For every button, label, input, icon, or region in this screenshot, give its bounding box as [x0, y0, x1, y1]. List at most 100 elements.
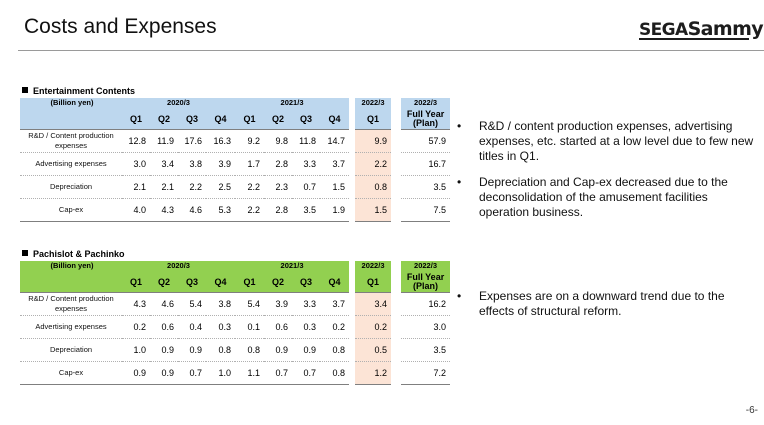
row-label: R&D / Content production expenses: [20, 129, 122, 153]
value-cell-2021: 0.7: [264, 361, 293, 385]
full-year-plan-header: Full Year (Plan): [401, 272, 451, 293]
bullet-dot-icon: •: [457, 119, 462, 133]
q-header: Q2: [150, 109, 178, 130]
header-divider: [18, 50, 764, 51]
value-cell-2021: 14.7: [320, 129, 350, 153]
q1-current-header: Q1: [355, 109, 392, 130]
value-cell-2021: 2.2: [235, 175, 265, 199]
bullet-item: • Expenses are on a downward trend due to…: [457, 289, 725, 318]
table-row: Cap-ex 4.0 4.3 4.6 5.3 2.2 2.8 3.5 1.9 1.5 7.5: [20, 198, 451, 222]
value-cell-2020: 11.9: [150, 129, 178, 153]
row-label: R&D / Content production expenses: [20, 292, 122, 316]
value-cell-2020: 5.4: [178, 292, 206, 316]
q-header: Q4: [320, 109, 350, 130]
q-header: Q1: [122, 272, 150, 293]
year-header-2021: 2021/3: [235, 261, 350, 272]
year-header-2021: 2021/3: [235, 98, 350, 109]
q-header: Q2: [264, 272, 293, 293]
q-header: Q1: [235, 109, 265, 130]
row-label: Cap-ex: [20, 198, 122, 222]
bullet-dot-icon: •: [457, 175, 462, 189]
row-label: Advertising expenses: [20, 152, 122, 176]
value-cell-2020: 3.8: [178, 152, 206, 176]
table-row: Advertising expenses 3.0 3.4 3.8 3.9 1.7 2.8 3.…: [20, 152, 451, 176]
value-cell-2021: 0.7: [292, 175, 321, 199]
value-cell-2020: 0.9: [150, 361, 178, 385]
value-cell-2020: 4.6: [178, 198, 206, 222]
value-cell-2021: 0.2: [320, 315, 350, 339]
value-cell-2021: 0.8: [320, 361, 350, 385]
q-header: Q4: [206, 109, 236, 130]
value-cell-full-year: 7.2: [401, 361, 451, 385]
year-header-2022-full: 2022/3: [401, 261, 451, 272]
value-cell-2021: 2.3: [264, 175, 293, 199]
bullet-item: • R&D / content production expenses, adve…: [457, 119, 754, 163]
value-cell-2021: 0.9: [292, 338, 321, 362]
value-cell-2020: 3.4: [150, 152, 178, 176]
value-cell-2021: 1.1: [235, 361, 265, 385]
bullet-list-entertainment: • R&D / content production expenses, adve…: [457, 119, 757, 231]
year-header-2022-full: 2022/3: [401, 98, 451, 109]
value-cell-2020: 17.6: [178, 129, 206, 153]
table-row: Advertising expenses 0.2 0.6 0.4 0.3 0.1 0.6 0.…: [20, 315, 451, 339]
square-bullet-icon: [22, 87, 28, 93]
value-cell-2020: 0.9: [178, 338, 206, 362]
bullet-list-pachislot: • Expenses are on a downward trend due to…: [457, 289, 757, 330]
row-label: Advertising expenses: [20, 315, 122, 339]
value-cell-2020: 0.4: [178, 315, 206, 339]
value-cell-2020: 0.6: [150, 315, 178, 339]
table-row: Depreciation 2.1 2.1 2.2 2.5 2.2 2.3 0.7 1.5 0.8 3…: [20, 175, 451, 199]
value-cell-2020: 2.1: [150, 175, 178, 199]
value-cell-2020: 5.3: [206, 198, 236, 222]
value-cell-2020: 1.0: [206, 361, 236, 385]
value-cell-q1-current: 0.8: [355, 175, 392, 199]
q-header: Q3: [292, 109, 321, 130]
row-label: Cap-ex: [20, 361, 122, 385]
value-cell-2020: 12.8: [122, 129, 150, 153]
value-cell-2021: 0.6: [264, 315, 293, 339]
value-cell-2021: 3.5: [292, 198, 321, 222]
value-cell-2021: 11.8: [292, 129, 321, 153]
value-cell-q1-current: 9.9: [355, 129, 392, 153]
q-header: Q3: [292, 272, 321, 293]
q-header: Q4: [320, 272, 350, 293]
logo-underline: [639, 38, 749, 40]
bullet-item: • Depreciation and Cap-ex decreased due t…: [457, 175, 728, 219]
value-cell-2020: 0.2: [122, 315, 150, 339]
value-cell-2021: 1.5: [320, 175, 350, 199]
q1-current-header: Q1: [355, 272, 392, 293]
value-cell-2020: 0.8: [206, 338, 236, 362]
q-header: Q1: [235, 272, 265, 293]
value-cell-2020: 3.8: [206, 292, 236, 316]
value-cell-2020: 2.1: [122, 175, 150, 199]
value-cell-2021: 9.2: [235, 129, 265, 153]
value-cell-2021: 9.8: [264, 129, 293, 153]
value-cell-2021: 5.4: [235, 292, 265, 316]
value-cell-2020: 0.3: [206, 315, 236, 339]
value-cell-2020: 4.3: [150, 198, 178, 222]
value-cell-full-year: 57.9: [401, 129, 451, 153]
year-header-2020: 2020/3: [122, 261, 236, 272]
logo-text-b: Sammy: [687, 18, 764, 40]
value-cell-full-year: 16.7: [401, 152, 451, 176]
value-cell-2020: 4.3: [122, 292, 150, 316]
value-cell-2021: 1.7: [235, 152, 265, 176]
value-cell-q1-current: 0.5: [355, 338, 392, 362]
q-header: Q1: [122, 109, 150, 130]
row-label: Depreciation: [20, 338, 122, 362]
value-cell-2020: 0.9: [150, 338, 178, 362]
value-cell-2021: 0.3: [292, 315, 321, 339]
year-header-2020: 2020/3: [122, 98, 236, 109]
value-cell-full-year: 3.0: [401, 315, 451, 339]
q-header: Q2: [150, 272, 178, 293]
logo-text-a: SEGA: [639, 20, 688, 40]
value-cell-2021: 2.8: [264, 198, 293, 222]
page-title: Costs and Expenses: [24, 15, 217, 38]
value-cell-q1-current: 0.2: [355, 315, 392, 339]
table-row: R&D / Content production expenses 4.3 4.6 5…: [20, 292, 451, 316]
value-cell-full-year: 16.2: [401, 292, 451, 316]
bullet-dot-icon: •: [457, 289, 462, 303]
value-cell-2020: 2.5: [206, 175, 236, 199]
value-cell-2021: 3.9: [264, 292, 293, 316]
value-cell-2021: 0.9: [264, 338, 293, 362]
